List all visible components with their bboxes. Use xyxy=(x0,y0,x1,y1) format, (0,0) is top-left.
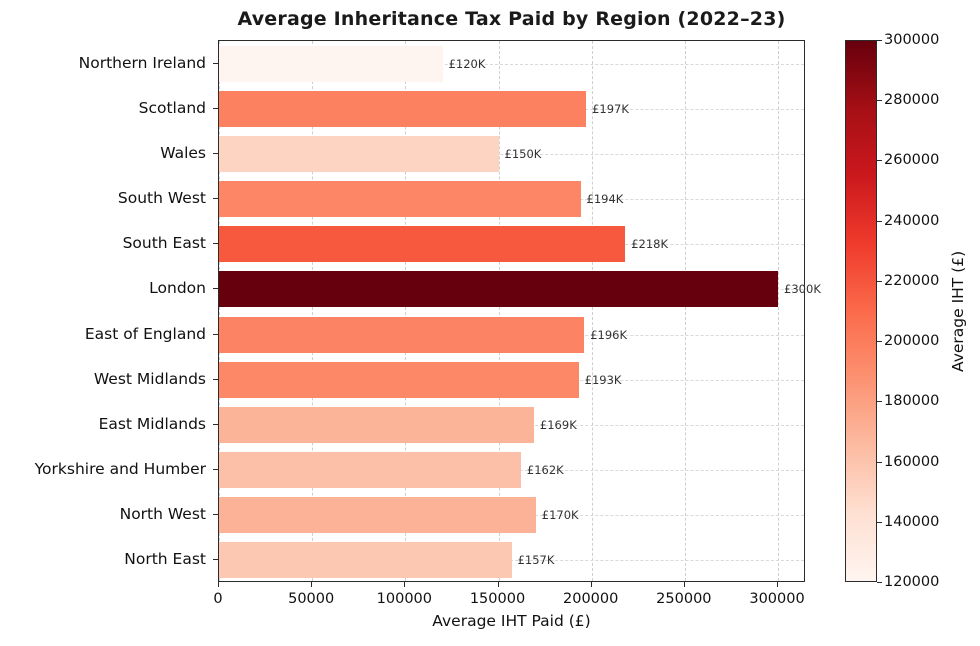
colorbar-tick-mark xyxy=(877,100,882,102)
x-tick-mark xyxy=(683,582,685,587)
y-tick-label: Northern Ireland xyxy=(78,53,206,72)
x-tick-label: 0 xyxy=(213,591,223,607)
colorbar-tick-label: 200000 xyxy=(884,333,940,350)
colorbar-tick-mark xyxy=(877,40,882,41)
x-tick-mark xyxy=(497,582,499,587)
y-tick-mark xyxy=(213,378,218,380)
y-tick-label: East Midlands xyxy=(98,414,206,433)
bar-value-label: £120K xyxy=(448,56,486,71)
y-tick-mark xyxy=(213,62,218,64)
colorbar-tick-mark xyxy=(877,160,882,162)
bar xyxy=(219,406,534,443)
colorbar-label: Average IHT (£) xyxy=(949,250,967,372)
x-tick-mark xyxy=(311,582,313,587)
x-tick-mark xyxy=(218,582,219,587)
y-tick-label: South West xyxy=(117,189,206,208)
bar-value-label: £300K xyxy=(784,282,821,297)
colorbar-tick-mark xyxy=(877,461,882,463)
colorbar-tick-label: 260000 xyxy=(884,152,940,169)
bar xyxy=(219,316,585,353)
x-gridline xyxy=(405,41,407,581)
y-tick-label: East of England xyxy=(84,324,206,343)
x-tick-label: 300000 xyxy=(749,591,805,607)
y-tick-mark xyxy=(213,243,218,245)
y-tick-mark xyxy=(213,559,218,561)
x-tick-mark xyxy=(404,582,406,587)
x-tick-mark xyxy=(777,582,779,587)
bar-value-label: £196K xyxy=(590,327,628,342)
bar-value-label: £197K xyxy=(592,101,629,116)
colorbar-tick-label: 280000 xyxy=(884,92,940,109)
x-tick-label: 100000 xyxy=(376,591,433,607)
bar-value-label: £150K xyxy=(504,146,542,161)
x-tick-label: 50000 xyxy=(288,591,335,607)
colorbar-tick-mark xyxy=(877,401,882,403)
x-tick-label: 150000 xyxy=(469,591,526,607)
colorbar-tick-mark xyxy=(877,521,882,523)
y-tick-mark xyxy=(213,514,218,516)
y-tick-label: South East xyxy=(122,234,206,253)
y-gridline xyxy=(219,153,804,155)
x-tick-mark xyxy=(590,582,592,587)
colorbar-tick-mark xyxy=(877,280,882,282)
bar xyxy=(219,90,587,127)
x-tick-label: 250000 xyxy=(656,591,712,607)
chart-title: Average Inheritance Tax Paid by Region (… xyxy=(237,8,786,30)
x-gridline xyxy=(312,41,314,581)
colorbar-tick-label: 240000 xyxy=(884,212,940,229)
plot-area: £120K £197K £150K £194K £218K £300K £196K £193K… xyxy=(218,40,821,582)
bar xyxy=(219,452,521,489)
x-axis-label: Average IHT Paid (£) xyxy=(432,612,591,630)
y-tick-mark xyxy=(213,423,218,425)
bar-value-label: £162K xyxy=(526,463,564,478)
colorbar-tick-mark xyxy=(877,582,882,583)
x-gridline xyxy=(778,41,780,581)
bar xyxy=(219,181,581,218)
bar-value-label: £169K xyxy=(539,417,577,432)
y-tick-label: Yorkshire and Humber xyxy=(34,460,206,479)
bar xyxy=(219,226,626,263)
bar-value-label: £194K xyxy=(586,192,624,207)
y-tick-label: West Midlands xyxy=(93,369,206,388)
y-tick-label: North East xyxy=(124,550,206,569)
y-tick-label: North West xyxy=(119,505,206,524)
y-tick-mark xyxy=(213,198,218,200)
colorbar-tick-label: 160000 xyxy=(884,453,940,470)
bar-value-label: £193K xyxy=(584,372,622,387)
bar xyxy=(219,45,443,82)
y-tick-mark xyxy=(213,288,218,290)
y-tick-mark xyxy=(213,469,218,471)
y-tick-label: Wales xyxy=(160,143,206,162)
colorbar-tick-label: 220000 xyxy=(884,272,940,289)
bar-value-label: £170K xyxy=(541,508,579,523)
y-gridline xyxy=(219,63,804,65)
y-tick-label: London xyxy=(149,279,206,298)
bar-value-label: £218K xyxy=(631,237,669,252)
colorbar xyxy=(845,40,877,582)
colorbar-tick-label: 120000 xyxy=(884,574,940,590)
y-tick-label: Scotland xyxy=(138,98,206,117)
x-tick-label: 200000 xyxy=(563,591,619,607)
bar xyxy=(219,497,536,534)
colorbar-tick-label: 180000 xyxy=(884,393,940,410)
bar xyxy=(219,135,499,172)
x-gridline xyxy=(684,41,686,581)
x-gridline xyxy=(219,41,220,581)
colorbar-tick-mark xyxy=(877,341,882,343)
colorbar-tick-label: 300000 xyxy=(884,32,940,48)
bar xyxy=(219,542,512,579)
y-tick-mark xyxy=(213,107,218,109)
x-gridline xyxy=(591,41,593,581)
bar xyxy=(219,361,579,398)
y-tick-mark xyxy=(213,333,218,335)
colorbar-tick-mark xyxy=(877,220,882,222)
x-gridline xyxy=(498,41,500,581)
colorbar-tick-label: 140000 xyxy=(884,513,940,530)
bar-value-label: £157K xyxy=(517,553,555,568)
y-tick-mark xyxy=(213,152,218,154)
bar xyxy=(219,271,779,308)
